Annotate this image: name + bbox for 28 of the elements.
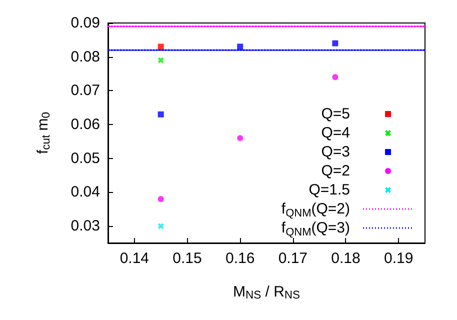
x-tick-label: 0.17 [278,250,308,267]
legend-label: Q=1.5 [308,182,350,198]
point [237,44,244,50]
y-tick-label: 0.06 [70,116,100,134]
y-tick-label: 0.04 [70,184,100,201]
x-tick-label: 0.19 [384,250,414,267]
x-tick-label: 0.16 [225,250,255,267]
y-tick-label: 0.08 [70,48,100,66]
x-tick-label: 0.15 [172,250,202,267]
y-tick-label: 0.09 [70,14,100,32]
x-tick-label: 0.18 [331,250,360,267]
point [158,44,164,50]
x-tick-label: 0.14 [120,250,150,267]
legend-label: Q=4 [321,124,350,142]
legend-label: Q=3 [321,144,350,160]
legend-label: Q=2 [321,162,350,180]
y-tick-label: 0.05 [70,150,100,167]
y-tick-label: 0.07 [70,82,100,100]
point [158,223,164,230]
point [332,74,338,80]
point [332,40,338,46]
point [158,111,164,118]
point [158,57,164,64]
y-axis-title: fcut m0 [34,112,52,154]
point [158,196,164,202]
y-tick-label: 0.03 [70,218,100,235]
point [237,135,244,142]
legend-label: Q=5 [321,106,350,122]
